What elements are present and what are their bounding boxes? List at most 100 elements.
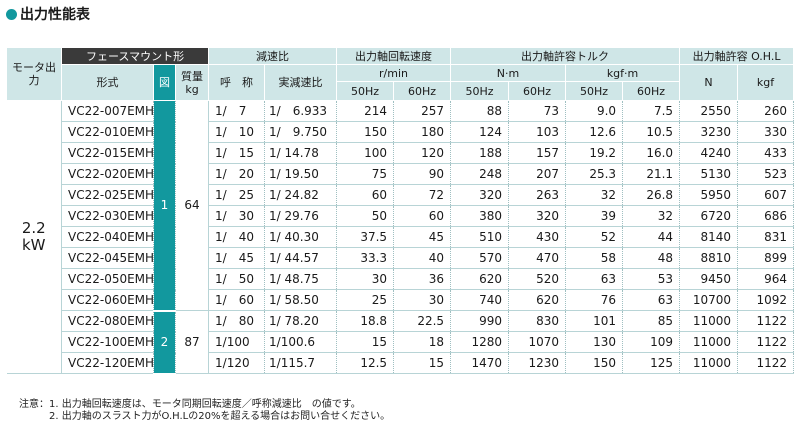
header-speed-50hz: 50Hz — [336, 81, 395, 101]
row-actual-ratio: 1/ 29.76 — [264, 205, 338, 227]
row-rpm-60hz: 36 — [393, 268, 452, 290]
row-rpm-50hz: 75 — [336, 163, 395, 185]
row-actual-ratio: 1/ 40.30 — [264, 226, 338, 248]
row-torque-kgf-50hz: 76 — [565, 289, 624, 311]
row-model: VC22-120EMH — [61, 352, 154, 374]
row-torque-nm-60hz: 430 — [508, 226, 567, 248]
row-ohl-n: 2550 — [679, 100, 739, 122]
row-torque-nm-60hz: 207 — [508, 163, 567, 185]
row-rpm-60hz: 22.5 — [393, 310, 452, 332]
row-rpm-50hz: 150 — [336, 121, 395, 143]
row-torque-nm-60hz: 1070 — [508, 331, 567, 353]
row-torque-nm-50hz: 1280 — [450, 331, 510, 353]
header-mass: 質量 kg — [174, 64, 210, 101]
row-actual-ratio: 1/ 24.82 — [264, 184, 338, 206]
header-flange-mount: フェースマウント形 — [60, 47, 210, 65]
header-reduction-ratio: 減速比 — [208, 47, 338, 65]
row-rpm-50hz: 12.5 — [336, 352, 395, 374]
row-rpm-50hz: 18.8 — [336, 310, 395, 332]
row-torque-kgf-50hz: 39 — [565, 205, 624, 227]
row-ohl-n: 11000 — [679, 352, 739, 374]
row-torque-nm-60hz: 263 — [508, 184, 567, 206]
row-torque-kgf-50hz: 130 — [565, 331, 624, 353]
footnote-2: 2. 出力軸のスラスト力がO.H.Lの20%を超える場合はお問い合せください。 — [19, 411, 391, 422]
table-header: モータ出力 フェースマウント形 減速比 出力軸回転速度 出力軸許容トルク 出力軸… — [6, 47, 795, 101]
row-rpm-60hz: 257 — [393, 100, 452, 122]
row-torque-nm-60hz: 830 — [508, 310, 567, 332]
row-rpm-60hz: 45 — [393, 226, 452, 248]
row-nominal: 1/ 40 — [208, 226, 266, 248]
mass-cell: 87 — [175, 310, 210, 374]
row-nominal: 1/ 10 — [208, 121, 266, 143]
table-row: VC22-080EMH 2 87 1/ 80 1/ 78.20 18.8 22.5 990 83… — [7, 310, 795, 375]
row-torque-kgf-50hz: 52 — [565, 226, 624, 248]
table-row: VC22-100EMH 1/100 1/100.6 15 18 1280 1070 130 10… — [7, 331, 795, 353]
header-figure: 図 — [153, 64, 176, 101]
row-rpm-60hz: 18 — [393, 331, 452, 353]
row-rpm-50hz: 15 — [336, 331, 395, 353]
row-rpm-60hz: 15 — [393, 352, 452, 374]
row-torque-kgf-60hz: 26.8 — [622, 184, 681, 206]
row-ohl-kgf: 330 — [737, 121, 795, 143]
row-torque-nm-60hz: 1230 — [508, 352, 567, 374]
row-actual-ratio: 1/ 19.50 — [264, 163, 338, 185]
header-mass-unit: kg — [185, 82, 199, 96]
section-title: 出力性能表 — [6, 4, 90, 24]
row-model: VC22-010EMH — [61, 121, 154, 143]
row-ohl-kgf: 1092 — [737, 289, 795, 311]
row-actual-ratio: 1/ 58.50 — [264, 289, 338, 311]
footnote-1: 注意：1. 出力軸回転速度は、モータ同期回転速度／呼称減速比 の値です。 — [19, 399, 361, 410]
table-body: 2.2 kW VC22-007EMH 1 64 1/ 7 1/ 6.933 214 257 88 7… — [6, 100, 795, 375]
row-model: VC22-080EMH — [61, 310, 154, 332]
row-model: VC22-007EMH — [61, 100, 154, 122]
row-actual-ratio: 1/ 48.75 — [264, 268, 338, 290]
table-row: VC22-050EMH 1/ 50 1/ 48.75 30 36 620 520 63 53 94… — [7, 268, 795, 290]
row-torque-nm-50hz: 320 — [450, 184, 510, 206]
row-torque-kgf-60hz: 10.5 — [622, 121, 681, 143]
row-torque-nm-50hz: 380 — [450, 205, 510, 227]
table-row: VC22-030EMH 1/ 30 1/ 29.76 50 60 380 320 39 32 67… — [7, 205, 795, 227]
row-nominal: 1/ 80 — [208, 310, 266, 332]
row-model: VC22-015EMH — [61, 142, 154, 164]
row-rpm-50hz: 50 — [336, 205, 395, 227]
row-torque-nm-60hz: 157 — [508, 142, 567, 164]
row-ohl-n: 11000 — [679, 310, 739, 332]
row-model: VC22-025EMH — [61, 184, 154, 206]
header-kgf-50hz: 50Hz — [565, 81, 624, 101]
row-ohl-kgf: 523 — [737, 163, 795, 185]
row-rpm-50hz: 30 — [336, 268, 395, 290]
row-ohl-n: 8140 — [679, 226, 739, 248]
row-ohl-n: 5130 — [679, 163, 739, 185]
row-nominal: 1/ 30 — [208, 205, 266, 227]
row-torque-kgf-60hz: 32 — [622, 205, 681, 227]
row-torque-nm-60hz: 73 — [508, 100, 567, 122]
bullet-dot-icon — [6, 8, 17, 20]
header-ohl-kgf: kgf — [737, 64, 795, 101]
row-torque-kgf-60hz: 7.5 — [622, 100, 681, 122]
header-output-speed: 出力軸回転速度 — [336, 47, 452, 65]
row-rpm-50hz: 33.3 — [336, 247, 395, 269]
table-row: VC22-015EMH 1/ 15 1/ 14.78 100 120 188 157 19.2… — [7, 142, 795, 164]
row-torque-kgf-60hz: 85 — [622, 310, 681, 332]
row-ohl-n: 5950 — [679, 184, 739, 206]
row-rpm-60hz: 60 — [393, 205, 452, 227]
row-ohl-kgf: 607 — [737, 184, 795, 206]
row-ohl-kgf: 686 — [737, 205, 795, 227]
row-rpm-60hz: 180 — [393, 121, 452, 143]
row-ohl-kgf: 1122 — [737, 352, 795, 374]
table-row: VC22-020EMH 1/ 20 1/ 19.50 75 90 248 207 25.3 21… — [7, 163, 795, 185]
row-nominal: 1/ 25 — [208, 184, 266, 206]
row-nominal: 1/ 50 — [208, 268, 266, 290]
row-rpm-60hz: 30 — [393, 289, 452, 311]
row-ohl-kgf: 433 — [737, 142, 795, 164]
table-row: VC22-120EMH 1/120 1/115.7 12.5 15 1470 1230 150… — [7, 352, 795, 374]
header-nm-60hz: 60Hz — [508, 81, 567, 101]
performance-table: モータ出力 フェースマウント形 減速比 出力軸回転速度 出力軸許容トルク 出力軸… — [6, 47, 795, 375]
row-model: VC22-050EMH — [61, 268, 154, 290]
table-row: VC22-010EMH 1/ 10 1/ 9.750 150 180 124 103 12.6… — [7, 121, 795, 143]
row-ohl-n: 11000 — [679, 331, 739, 353]
row-model: VC22-060EMH — [61, 289, 154, 311]
row-torque-nm-50hz: 510 — [450, 226, 510, 248]
mass-cell: 64 — [175, 100, 210, 311]
row-torque-kgf-60hz: 21.1 — [622, 163, 681, 185]
